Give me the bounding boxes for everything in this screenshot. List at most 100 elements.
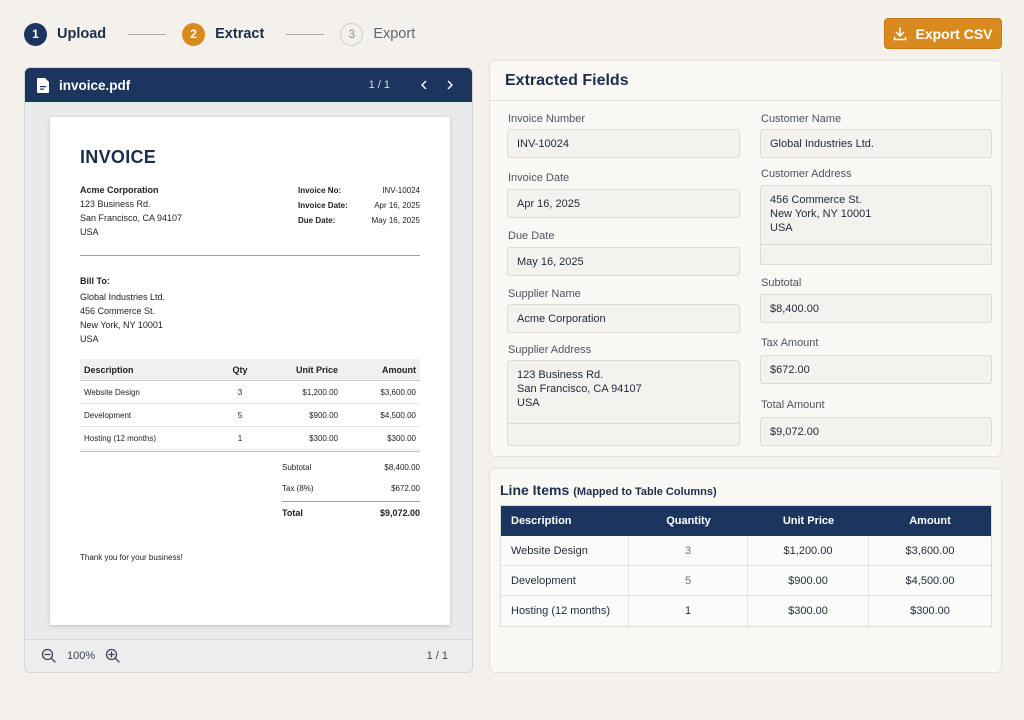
tax-row: Tax (8%) $672.00 [282,478,420,499]
total-label: Total [282,508,303,518]
export-label: Export CSV [915,25,993,42]
invoice-number-field[interactable]: INV-10024 [507,129,740,158]
chevron-right-icon [447,80,453,90]
meta-label: Invoice No: [298,186,342,195]
pdf-viewer: invoice.pdf 1 / 1 INVOICE Acme Corporati… [24,67,473,673]
step-upload[interactable]: 1 Upload [24,22,107,46]
table-row: Development 5 $900.00 $4,500.00 [80,404,420,427]
download-icon [894,26,907,40]
cell-amount[interactable]: $300.00 [910,605,950,617]
total-amount-label: Total Amount [761,399,825,411]
cell-quantity[interactable]: 3 [629,536,748,565]
invoice-meta: Invoice No: INV-10024 Invoice Date: Apr 16… [298,183,420,228]
zoom-out-icon[interactable] [41,648,57,664]
table-row: Website Design 3 $1,200.00 $3,600.00 [80,381,420,404]
address-line: 123 Business Rd. [517,369,604,381]
subtotal-label: Subtotal [761,277,802,289]
address-line: 456 Commerce St. [770,194,862,206]
step-label: Export [373,26,416,42]
cell-unit-price[interactable]: $1,200.00 [748,536,869,565]
supplier-name-field[interactable]: Acme Corporation [507,304,740,333]
line-items-subtitle: (Mapped to Table Columns) [573,486,717,498]
step-connector [286,33,325,35]
supplier-country: USA [80,227,99,237]
cell-unit-price[interactable]: $300.00 [748,596,869,626]
prev-page-button[interactable] [414,75,434,95]
bill-to-block: Bill To: Global Industries Ltd. 456 Comm… [80,274,165,346]
tax-amount-field[interactable]: $672.00 [760,355,992,384]
cell-unit-price: $900.00 [309,410,338,420]
cell-description[interactable]: Website Design [501,536,629,565]
meta-row: Invoice No: INV-10024 [298,183,420,198]
bill-to-label: Bill To: [80,276,110,286]
cell-quantity[interactable]: 1 [629,596,748,626]
cell-description[interactable]: Hosting (12 months) [501,596,629,626]
header-amount: Amount [382,364,416,375]
panel-title: Extracted Fields [505,72,629,89]
progress-stepper: 1 Upload 2 Extract 3 Export [24,22,415,46]
table-row[interactable]: Hosting (12 months) 1 $300.00 $300.00 [501,596,991,626]
bill-to-country: USA [80,334,99,344]
cell-amount: $3,600.00 [380,387,416,397]
meta-row: Invoice Date: Apr 16, 2025 [298,198,420,213]
header-qty: Qty [232,364,248,375]
table-row[interactable]: Development 5 $900.00 $4,500.00 [501,566,991,596]
header-description[interactable]: Description [511,515,572,527]
total-label: Subtotal [282,463,312,472]
cell-description[interactable]: Development [501,566,629,595]
meta-label: Invoice Date: [298,201,348,210]
cell-unit-price: $300.00 [309,433,338,443]
invoice-date-label: Invoice Date [508,172,570,184]
step-export[interactable]: 3 Export [340,22,416,46]
supplier-block: Acme Corporation 123 Business Rd. San Fr… [80,183,182,239]
table-header-row: Description Quantity Unit Price Amount [501,506,991,536]
line-items-table: Description Quantity Unit Price Amount W… [500,505,992,627]
invoice-title: INVOICE [80,147,157,167]
meta-value: Apr 16, 2025 [374,201,420,210]
cell-qty: 3 [237,387,243,397]
customer-address-field[interactable]: 456 Commerce St. New York, NY 10001 USA [760,185,992,265]
zoom-in-icon[interactable] [105,648,121,664]
cell-unit-price[interactable]: $900.00 [748,566,869,595]
total-value: $9,072.00 [379,508,420,518]
cell-description: Website Design [84,387,140,397]
file-name: invoice.pdf [59,77,131,93]
cell-amount[interactable]: $4,500.00 [905,574,955,587]
customer-name-field[interactable]: Global Industries Ltd. [760,129,992,158]
footer-page-indicator: 1 / 1 [426,650,448,662]
step-label: Upload [57,26,107,42]
cell-description: Hosting (12 months) [84,433,157,443]
header-unit-price[interactable]: Unit Price [782,515,835,527]
divider [490,100,1001,101]
supplier-name: Acme Corporation [80,185,159,195]
cell-amount[interactable]: $3,600.00 [905,544,955,557]
cell-description: Development [84,410,132,420]
invoice-number-label: Invoice Number [508,113,586,125]
step-extract[interactable]: 2 Extract [182,22,264,46]
supplier-street: 123 Business Rd. [80,199,151,209]
step-number: 1 [24,22,47,46]
subtotal-field[interactable]: $8,400.00 [760,294,992,323]
step-number: 2 [182,22,206,46]
viewer-header: invoice.pdf 1 / 1 [25,68,472,102]
table-header-row: Description Qty Unit Price Amount [80,359,420,381]
supplier-address-field[interactable]: 123 Business Rd. San Francisco, CA 94107… [507,360,740,446]
export-csv-button[interactable]: Export CSV [884,18,1002,49]
due-date-field[interactable]: May 16, 2025 [507,247,740,276]
table-row[interactable]: Website Design 3 $1,200.00 $3,600.00 [501,536,991,566]
bill-to-name: Global Industries Ltd. [80,292,166,302]
invoice-date-field[interactable]: Apr 16, 2025 [507,189,740,218]
bill-to-city: New York, NY 10001 [80,320,163,330]
supplier-address-label: Supplier Address [508,344,592,356]
total-amount-field[interactable]: $9,072.00 [760,417,992,446]
cell-quantity[interactable]: 5 [629,566,748,595]
header-quantity[interactable]: Quantity [666,515,711,527]
customer-name-label: Customer Name [761,113,842,125]
total-value: $672.00 [391,484,420,493]
address-line: New York, NY 10001 [770,208,872,220]
zoom-level: 100% [67,650,96,662]
divider [80,255,420,256]
textarea-extra-row [508,423,739,445]
header-amount[interactable]: Amount [909,515,951,527]
next-page-button[interactable] [440,75,460,95]
